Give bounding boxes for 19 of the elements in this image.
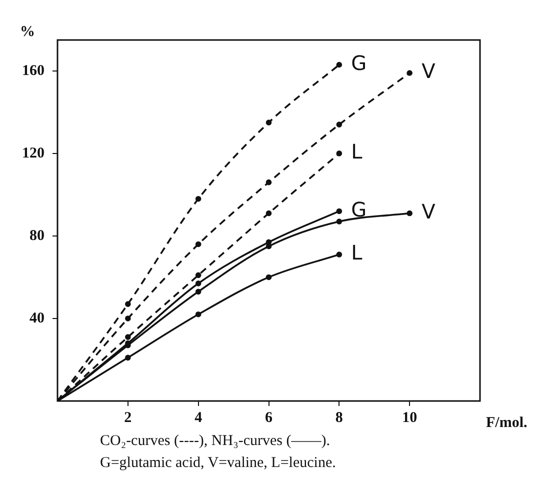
y-axis-title: % <box>20 24 35 40</box>
text: CO₂-curves (----), NH₃-curves (——). <box>100 432 331 451</box>
x-tick-label: 2 <box>124 410 132 426</box>
series-label: V <box>422 59 436 84</box>
x-tick-label: 6 <box>265 410 273 426</box>
y-tick-label: 80 <box>30 228 44 244</box>
series-label: V <box>422 199 436 224</box>
series-label: L <box>351 240 364 265</box>
y-tick-label: 160 <box>22 62 44 79</box>
x-axis-title: F/mol. <box>486 414 528 431</box>
text: G=glutamic acid, V=valine, L=leucine. <box>100 454 337 473</box>
series-label: L <box>351 140 364 164</box>
y-tick-label: 120 <box>22 145 44 162</box>
series-label: G <box>351 50 367 75</box>
x-tick-label: 10 <box>402 410 418 426</box>
series-label: G <box>351 197 367 222</box>
x-tick-label: 4 <box>194 410 203 426</box>
y-tick-label: 40 <box>30 310 44 326</box>
x-tick-label: 8 <box>335 410 343 426</box>
